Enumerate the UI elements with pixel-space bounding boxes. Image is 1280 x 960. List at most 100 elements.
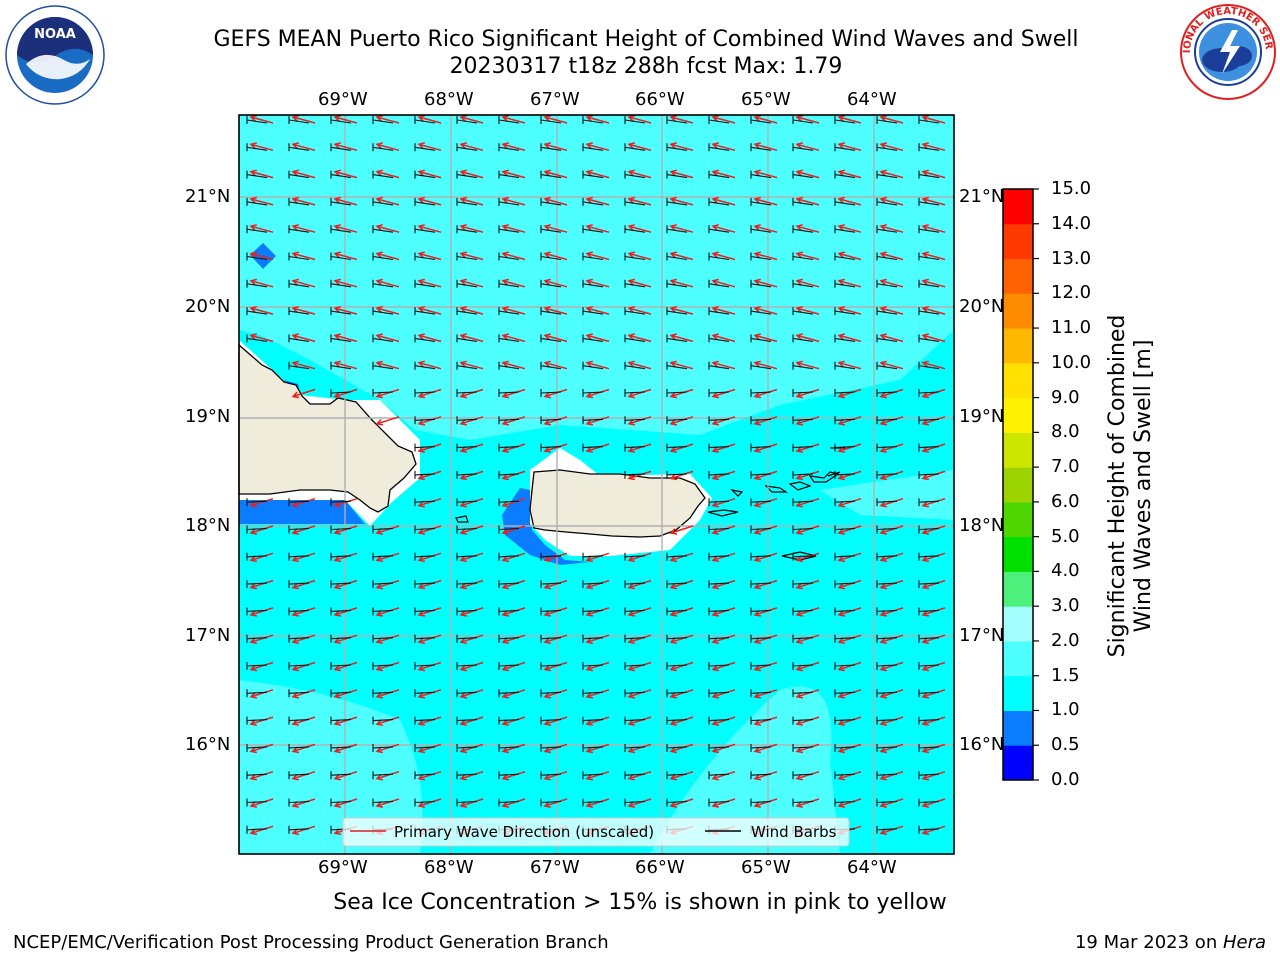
wave-direction-arrow	[249, 142, 274, 152]
wave-direction-arrow	[585, 579, 610, 590]
wind-barb	[666, 143, 688, 152]
wind-barb	[372, 771, 394, 780]
wave-direction-arrow	[333, 770, 358, 781]
wind-barb	[582, 197, 604, 206]
wave-direction-arrow	[501, 443, 526, 453]
wave-direction-arrow	[879, 661, 904, 672]
wave-direction-arrow	[795, 743, 820, 754]
wave-direction-arrow	[669, 743, 694, 754]
footer-credit: NCEP/EMC/Verification Post Processing Pr…	[13, 932, 609, 953]
wave-direction-arrow	[921, 497, 946, 508]
wind-barb	[330, 607, 352, 616]
wave-direction-arrow	[669, 552, 694, 563]
wave-direction-arrow	[417, 607, 442, 617]
wind-barb	[834, 743, 856, 752]
wave-direction-arrow	[627, 305, 652, 315]
wind-barb	[876, 716, 898, 725]
wind-barb	[708, 334, 730, 343]
legend-wave-label: Primary Wave Direction (unscaled)	[394, 823, 654, 841]
wave-direction-arrow	[417, 579, 442, 590]
wave-direction-arrow	[501, 333, 526, 343]
wind-barb	[498, 143, 520, 152]
wind-barb	[876, 279, 898, 288]
wave-direction-arrow	[879, 416, 904, 426]
wind-barb	[624, 580, 646, 589]
wave-direction-arrow	[375, 333, 400, 343]
wave-direction-arrow	[543, 770, 568, 781]
wind-barb	[456, 552, 478, 561]
wind-barb	[456, 143, 478, 152]
wind-barb	[582, 170, 604, 179]
wave-direction-arrow	[837, 634, 862, 645]
wave-direction-arrow	[711, 443, 736, 453]
wave-direction-arrow	[375, 552, 400, 563]
wave-direction-arrow	[669, 169, 694, 179]
wind-barb	[288, 552, 310, 561]
wind-barb	[876, 389, 898, 397]
wind-barb	[624, 771, 646, 780]
wave-direction-arrow	[417, 278, 442, 288]
wind-barb	[540, 580, 562, 589]
wave-direction-arrow	[753, 224, 778, 233]
wave-direction-arrow	[795, 169, 820, 179]
wave-direction-arrow	[627, 224, 652, 233]
wind-barb	[414, 580, 436, 589]
wind-barb	[246, 252, 268, 261]
wind-barb	[372, 143, 394, 152]
wave-direction-arrow	[585, 770, 610, 781]
wind-barb	[414, 116, 436, 124]
wind-barb	[372, 525, 394, 534]
wind-barb	[288, 825, 310, 834]
wave-direction-arrow	[417, 305, 442, 315]
wave-direction-arrow	[249, 743, 274, 754]
colorbar-tick-label: 13.0	[1051, 247, 1092, 269]
wind-barb	[876, 798, 898, 807]
wave-direction-arrow	[711, 196, 736, 206]
wind-barb	[456, 634, 478, 643]
wave-direction-arrow	[711, 798, 736, 808]
wave-direction-arrow	[795, 634, 820, 645]
colorbar-segment	[1003, 606, 1033, 642]
wind-barb	[666, 225, 688, 234]
wind-barb	[414, 307, 436, 316]
contour-0-5-to-1-0	[239, 243, 590, 565]
wind-barb	[918, 361, 940, 370]
lon-label-bottom: 67°W	[530, 857, 580, 878]
wind-barb	[498, 662, 520, 670]
wind-barb	[918, 416, 940, 425]
wave-direction-arrow	[501, 552, 526, 563]
colorbar-tick-label: 14.0	[1051, 212, 1092, 234]
wave-direction-arrow	[879, 825, 904, 836]
wave-direction-arrow	[627, 416, 652, 426]
colorbar-segment	[1003, 571, 1033, 607]
wave-direction-arrow	[291, 196, 316, 206]
wave-direction-arrow	[711, 169, 736, 179]
wave-direction-arrow	[417, 634, 442, 645]
wind-barb	[876, 252, 898, 261]
wave-direction-arrow	[543, 552, 568, 563]
wave-direction-arrow	[669, 196, 694, 206]
wave-direction-arrow	[417, 224, 442, 233]
wave-direction-arrow	[375, 689, 400, 699]
wind-barb	[918, 716, 940, 725]
wind-barb	[456, 662, 478, 670]
wave-direction-arrow	[879, 224, 904, 233]
wave-direction-arrow	[501, 114, 526, 124]
wind-barb	[498, 252, 520, 261]
wave-direction-arrow	[459, 770, 484, 781]
wind-barb	[288, 116, 310, 124]
wave-direction-arrow	[627, 278, 652, 288]
wave-direction-arrow	[879, 142, 904, 152]
wave-direction-arrow	[921, 388, 946, 399]
wave-direction-arrow	[417, 552, 442, 563]
wind-barb	[582, 689, 604, 698]
wave-direction-arrow	[585, 142, 610, 152]
wave-direction-arrow	[627, 552, 652, 563]
wind-barb	[708, 416, 730, 425]
wave-direction-arrow	[501, 798, 526, 808]
colorbar-segment	[1003, 501, 1033, 538]
wind-barb	[372, 689, 394, 698]
wind-barb	[876, 470, 898, 479]
wind-barb	[540, 607, 562, 616]
wind-barb	[540, 197, 562, 206]
